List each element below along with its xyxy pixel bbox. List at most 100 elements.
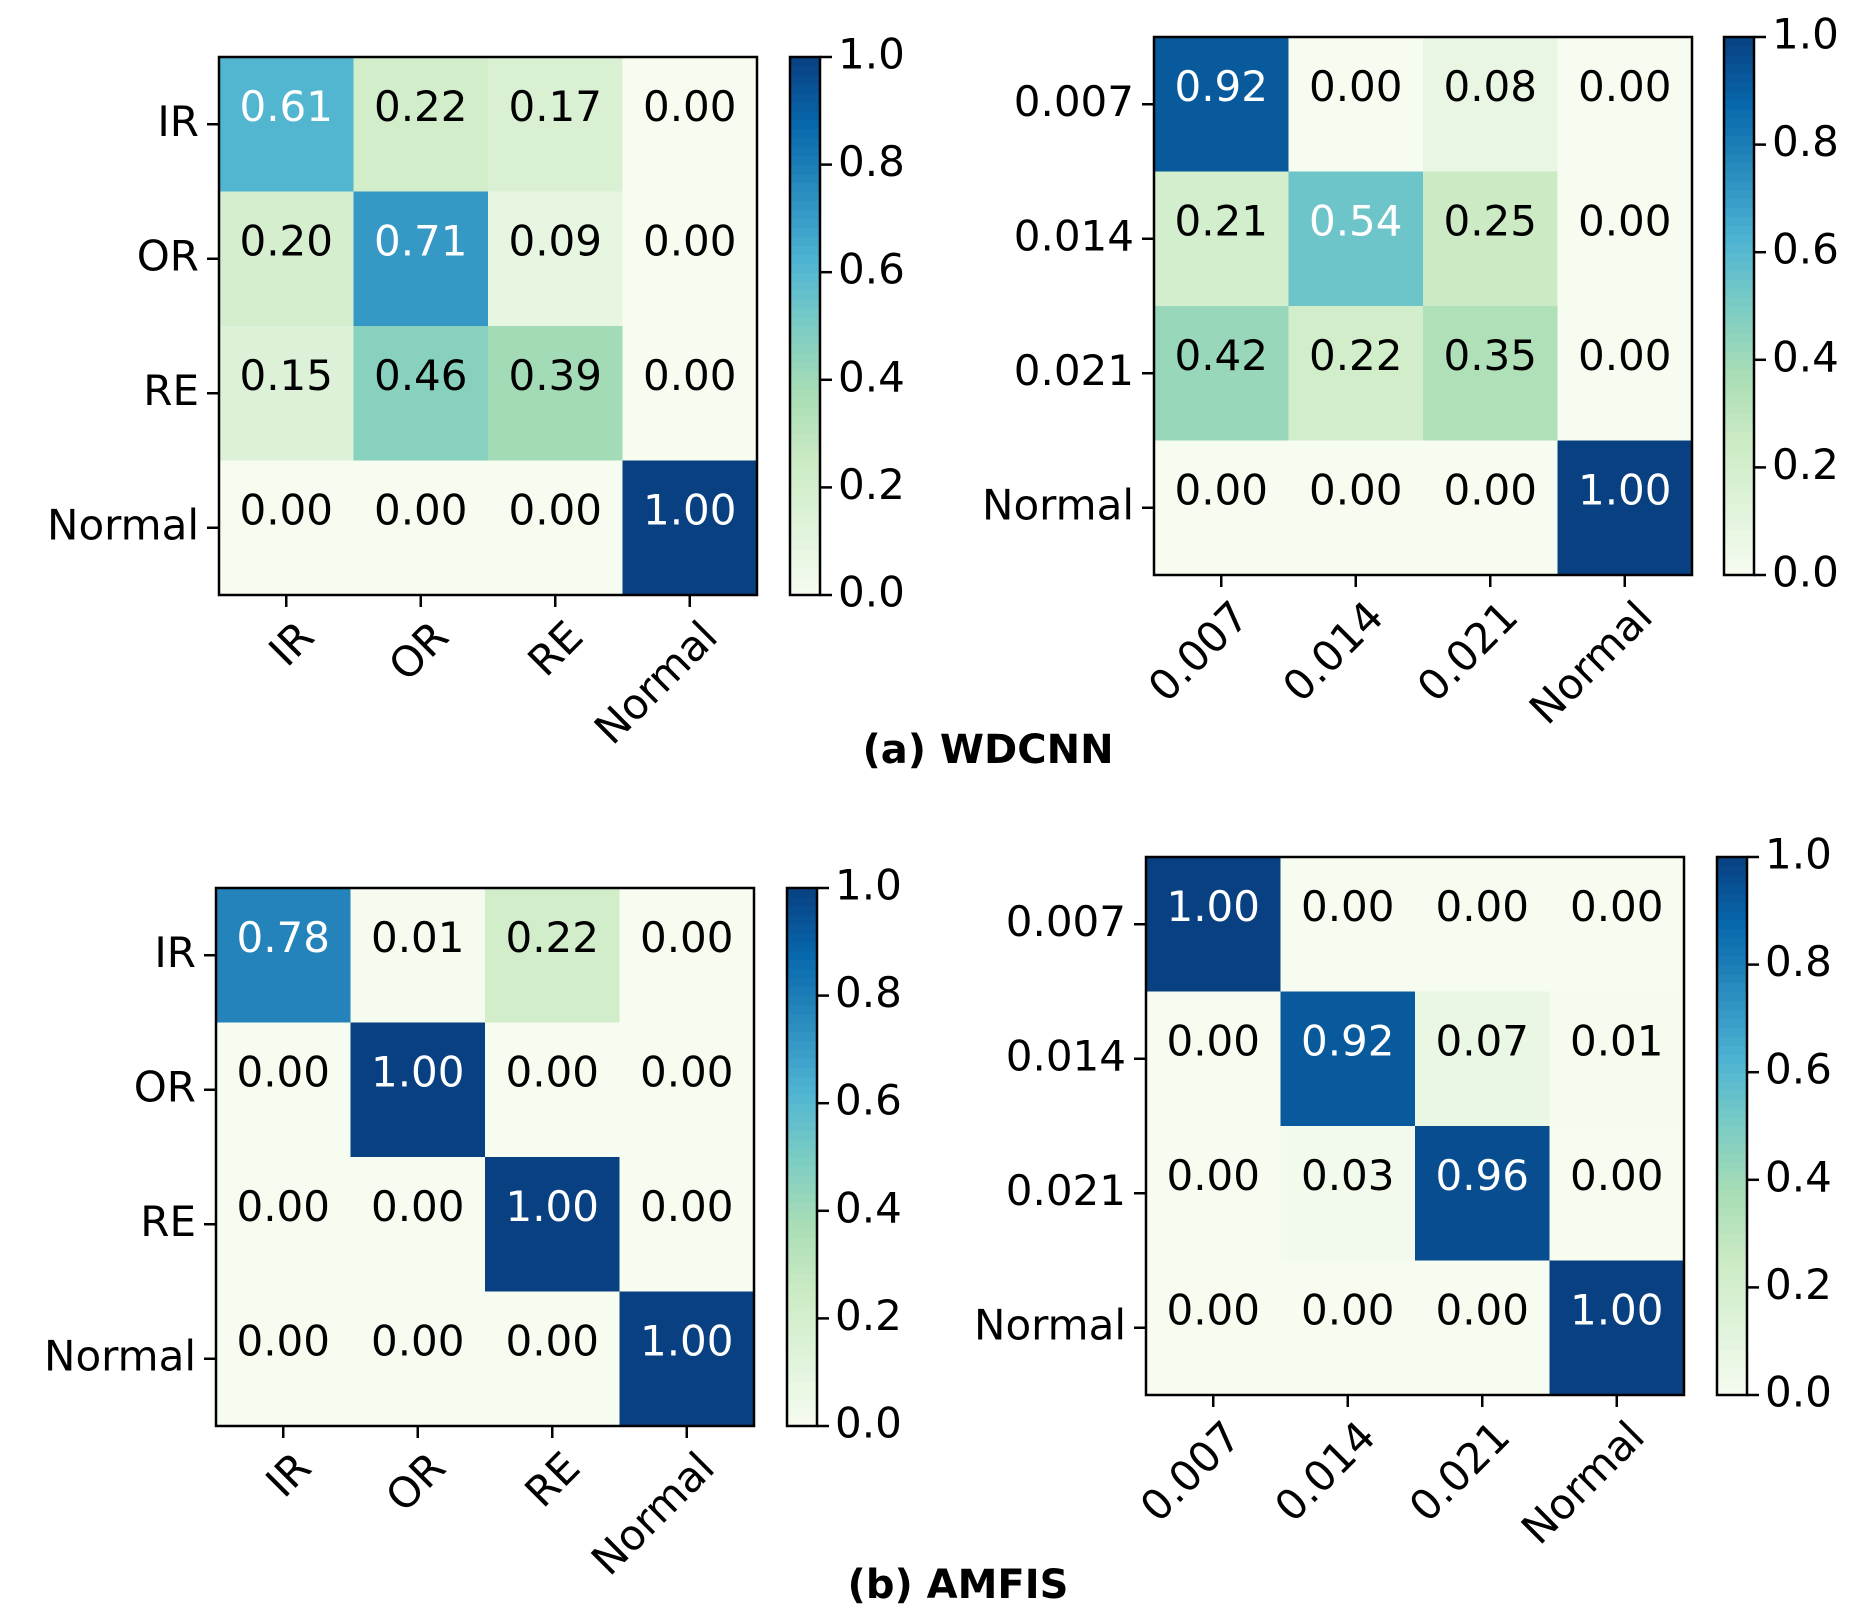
heatmap-cell [1415,857,1550,992]
heatmap-cell [485,1291,620,1427]
heatmap-cell [1288,440,1424,576]
colorbar-segment [1724,252,1754,262]
colorbar-segment [1717,1206,1747,1217]
cell-value-label: 0.22 [374,82,468,131]
colorbar-segment [790,532,820,542]
heatmap-cell [1146,1260,1281,1396]
y-tick-label: 0.021 [1006,1166,1126,1215]
colorbar-segment [1724,216,1754,226]
colorbar-segment [1724,503,1754,513]
colorbar-segment [1724,530,1754,540]
colorbar-segment [787,1210,817,1221]
colorbar-tick-label: 0.2 [1765,1260,1832,1309]
heatmap-cell [1549,857,1685,992]
colorbar-segment [1724,548,1754,558]
heatmap-a-left: 0.61 0.22 0.17 0.00 0.20 0.71 0.09 0.00 0.15 0.46… [47,30,905,754]
heatmap-cell [350,1291,486,1427]
heatmap-cell [1423,37,1558,172]
heatmap-cell [353,57,489,192]
heatmap-cell [1423,440,1558,576]
cell-value-label: 0.03 [1301,1151,1395,1200]
cell-value-label: 0.00 [643,216,737,265]
cell-value-label: 0.00 [505,1047,599,1096]
heatmap-cell [216,1157,351,1292]
colorbar-segment [790,290,820,300]
heatmap-frame [214,886,756,1428]
heatmap-cell [219,57,354,192]
colorbar-segment [790,110,820,121]
colorbar-segment [790,92,820,103]
colorbar-segment [1724,494,1754,504]
colorbar-segment [790,370,820,381]
heatmap-cell [1415,1260,1550,1396]
cell-value-label: 0.00 [640,1047,734,1096]
colorbar-segment [790,478,820,488]
colorbar-segment [1717,1099,1747,1109]
colorbar-segment [790,101,820,112]
colorbar-segment [787,1390,817,1400]
y-tick-label: IR [154,928,196,977]
colorbar-segment [1724,539,1754,549]
heatmap-cell [1288,37,1424,172]
heatmap-cell [1423,306,1558,441]
colorbar-segment [1717,1134,1747,1145]
colorbar-segment [1717,1188,1747,1199]
colorbar-tick-label: 0.6 [838,245,905,294]
caption-wdcnn: (a) WDCNN [862,727,1113,773]
colorbar-segment [790,505,820,515]
cell-value-label: 0.46 [374,351,468,400]
colorbar-segment [1717,1161,1747,1172]
cell-value-label: 1.00 [1166,882,1260,931]
colorbar-segment [1724,431,1754,442]
colorbar-segment [1724,440,1754,451]
y-tick-label: OR [137,231,199,280]
colorbar-segment [790,568,820,578]
colorbar-segment [787,1201,817,1212]
x-tick-label: Normal [1520,591,1662,733]
colorbar-segment [1717,1323,1747,1333]
heatmap-cell [1154,37,1289,172]
heatmap-cell [1288,171,1424,307]
cell-value-label: 0.09 [508,216,602,265]
colorbar-segment [1724,557,1754,567]
colorbar-segment [787,1417,817,1427]
colorbar-segment [790,442,820,453]
y-tick-label: OR [134,1062,196,1111]
x-tick-label: 0.014 [1273,591,1393,711]
colorbar-segment [1724,126,1754,137]
colorbar-segment [1724,234,1754,244]
colorbar-segment [787,1291,817,1302]
colorbar-segment [787,1255,817,1266]
heatmap-panels: 0.61 0.22 0.17 0.00 0.20 0.71 0.09 0.00 0.15 0.46… [44,10,1839,1585]
colorbar-segment [1717,1126,1747,1136]
heatmap-cell [619,1291,755,1427]
colorbar-segment [790,424,820,435]
heatmap-cell [353,191,489,327]
cell-value-label: 0.00 [640,913,734,962]
y-tick-label: Normal [982,480,1134,529]
colorbar-segment [1724,314,1754,325]
colorbar-segment [790,191,820,202]
colorbar-segment [787,977,817,988]
colorbar-segment [1717,1063,1747,1073]
heatmap-cell [485,1157,620,1292]
colorbar-segment [787,1022,817,1033]
colorbar-segment [790,361,820,372]
cell-value-label: 0.00 [640,1182,734,1231]
x-tick-label: Normal [582,1442,724,1584]
colorbar-tick-label: 0.6 [835,1076,902,1125]
colorbar-segment [790,451,820,462]
colorbar-segment [790,254,820,264]
colorbar-segment [1724,117,1754,128]
colorbar-segment [790,559,820,569]
colorbar-segment [1724,153,1754,164]
colorbar-segment [1717,1143,1747,1154]
colorbar-segment [787,1273,817,1284]
colorbar-segment [1717,1332,1747,1342]
colorbar: 0.0 0.2 0.4 0.6 0.8 1.0 [788,30,905,617]
heatmap-cell [488,191,623,327]
cell-value-label: 0.08 [1443,62,1537,111]
colorbar-segment [787,950,817,961]
colorbar-segment [787,905,817,916]
heatmap-cell [485,888,620,1023]
